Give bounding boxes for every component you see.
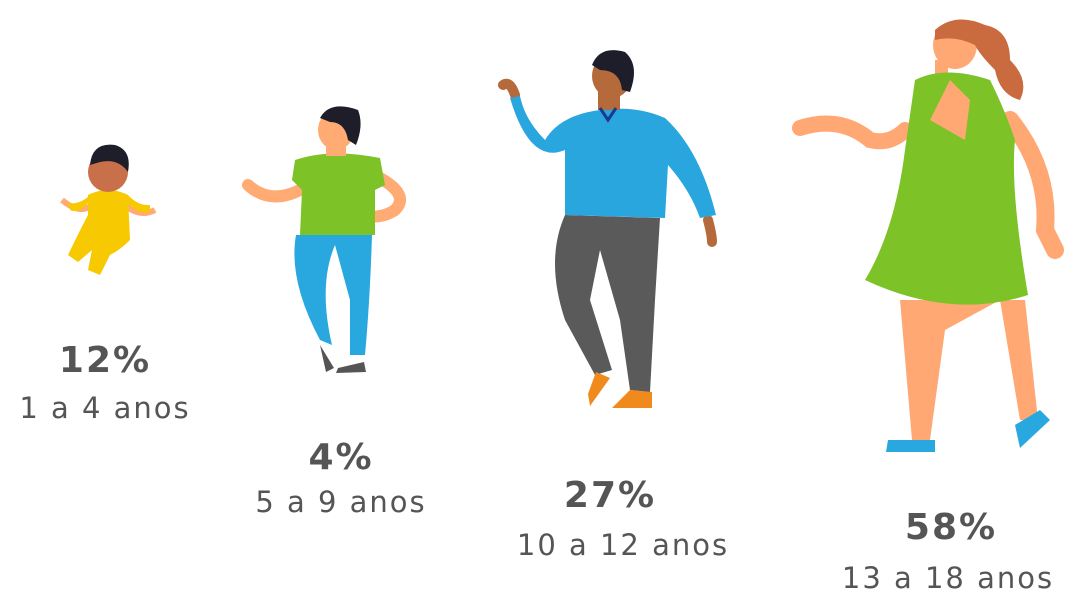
percent: 27%	[564, 475, 656, 516]
baby-illustration	[62, 145, 155, 275]
age-label: 10 a 12 anos	[517, 528, 729, 562]
boy-illustration	[248, 106, 400, 373]
age-label: 5 a 9 anos	[255, 485, 426, 519]
infographic: 12% 1 a 4 anos 4% 5 a 9 anos 27% 10 a 12…	[0, 0, 1073, 592]
man-illustration	[503, 50, 716, 408]
percent: 12%	[59, 340, 151, 381]
age-label: 13 a 18 anos	[842, 561, 1054, 592]
percent: 4%	[308, 437, 373, 478]
percent: 58%	[905, 507, 997, 548]
woman-illustration	[800, 20, 1055, 452]
age-label: 1 a 4 anos	[19, 391, 190, 425]
